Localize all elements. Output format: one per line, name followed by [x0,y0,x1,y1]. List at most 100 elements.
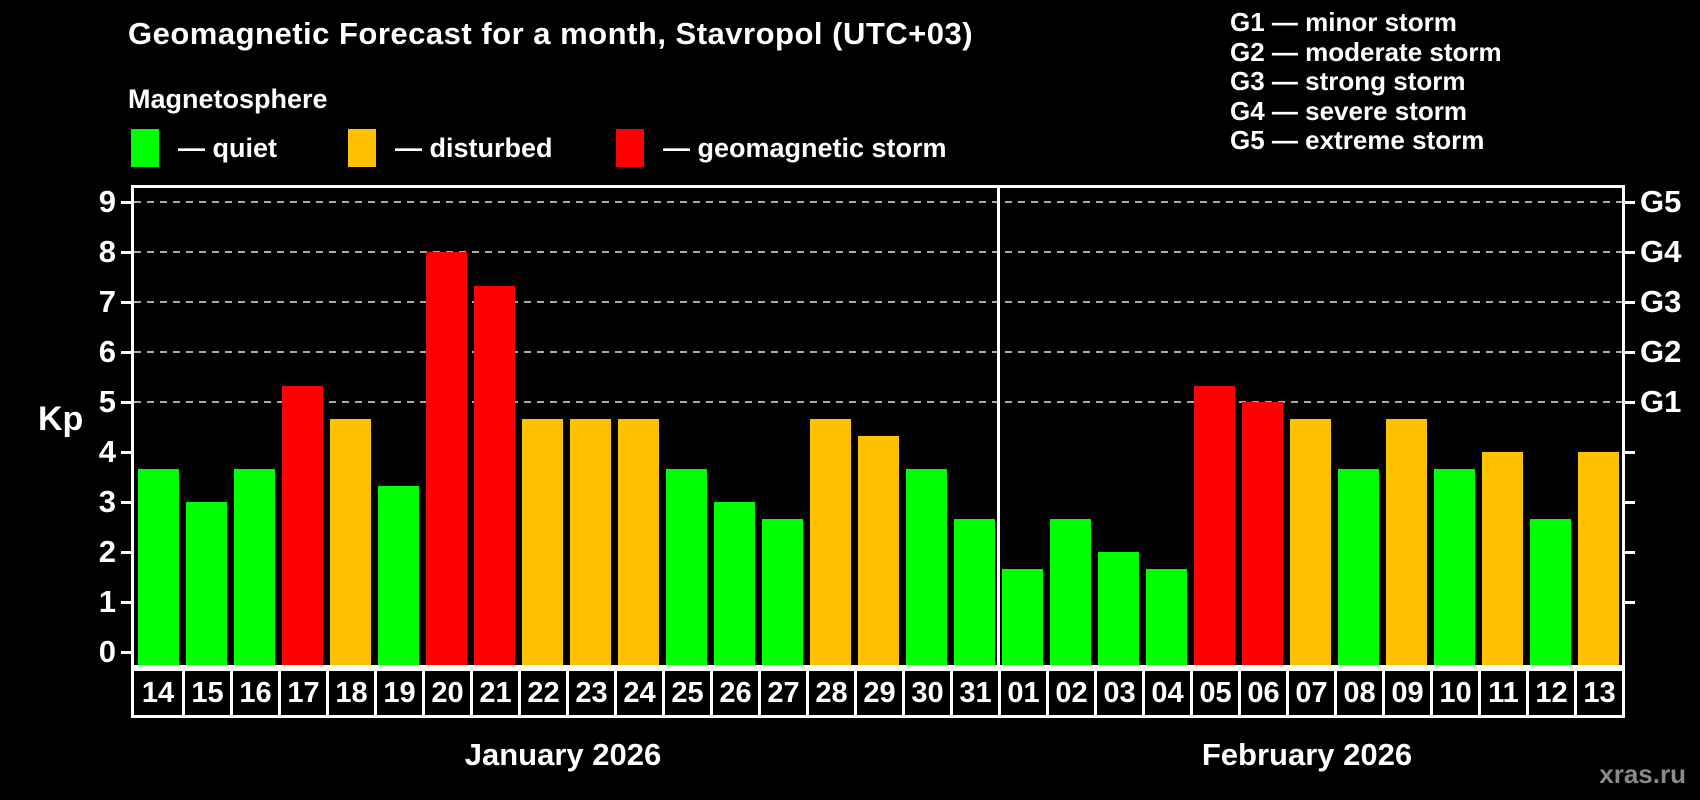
date-cell-02: 02 [1046,671,1094,715]
date-cell-29: 29 [854,671,902,715]
y-axis-tick [121,500,131,504]
kp-bar-day-14 [137,468,179,665]
kp-bar-day-29 [857,435,899,665]
kp-bar-day-24 [617,418,659,665]
kp-bar-day-27 [761,518,803,665]
date-cell-05: 05 [1190,671,1238,715]
right-axis-tick [1625,350,1635,354]
gridline-kp-6 [134,351,1622,353]
y-axis-tick [121,300,131,304]
date-cell-13: 13 [1574,671,1622,715]
y-axis-tick-label: 8 [98,234,116,269]
kp-bar-day-22 [521,418,563,665]
y-axis-tick-label: 3 [98,484,116,519]
date-cell-08: 08 [1334,671,1382,715]
kp-bar-day-03 [1097,552,1139,665]
y-axis-tick-label: 4 [98,434,116,469]
date-cell-30: 30 [902,671,950,715]
date-cell-04: 04 [1142,671,1190,715]
date-cell-14: 14 [134,671,182,715]
y-axis-tick [121,400,131,404]
kp-bar-day-09 [1385,418,1427,665]
kp-bar-day-07 [1289,418,1331,665]
legend-label-storm: — geomagnetic storm [663,132,947,163]
date-cell-12: 12 [1526,671,1574,715]
kp-bar-day-16 [233,468,275,665]
y-axis-tick [121,250,131,254]
date-cell-28: 28 [806,671,854,715]
date-cell-19: 19 [374,671,422,715]
date-cell-27: 27 [758,671,806,715]
right-axis-tick [1625,500,1635,504]
kp-bar-day-20 [425,252,467,665]
kp-bar-day-04 [1145,568,1187,665]
right-axis-tick [1625,600,1635,604]
legend-item-storm: — geomagnetic storm [616,129,947,167]
date-cell-24: 24 [614,671,662,715]
kp-bar-day-15 [185,502,227,665]
kp-bar-day-23 [569,418,611,665]
date-axis-row: 14 15 16 17 18 19 20 21 22 23 24 25 26 27 28 29 30 31 01 02… [131,668,1625,718]
storm-scale-line: G2 — moderate storm [1230,36,1502,67]
kp-bar-day-26 [713,502,755,665]
storm-scale-line: G5 — extreme storm [1230,125,1485,155]
kp-bar-day-02 [1049,518,1091,665]
y-axis-tick-label: 1 [98,584,116,619]
right-axis-label-g3: G3 [1640,284,1682,319]
date-cell-20: 20 [422,671,470,715]
right-axis-tick [1625,250,1635,254]
date-cell-31: 31 [950,671,998,715]
kp-bar-day-21 [473,285,515,665]
right-axis-tick [1625,450,1635,454]
quiet-color-swatch [131,129,159,167]
legend-item-quiet: — quiet [131,129,277,167]
date-cell-16: 16 [230,671,278,715]
kp-bar-day-05 [1193,385,1235,665]
month-separator-line [996,188,1000,665]
right-axis-tick [1625,550,1635,554]
y-axis-tick [121,200,131,204]
kp-bar-day-08 [1337,468,1379,665]
month-label: January 2026 [464,737,662,772]
date-cell-11: 11 [1478,671,1526,715]
month-label: February 2026 [1201,737,1413,772]
y-axis-title: Kp [38,400,84,438]
y-axis-tick-label: 0 [98,634,116,669]
date-cell-10: 10 [1430,671,1478,715]
date-cell-03: 03 [1094,671,1142,715]
right-axis-label-g1: G1 [1640,384,1682,419]
y-axis-tick [121,650,131,654]
gridline-kp-9 [134,201,1622,203]
storm-scale-line: G3 — strong storm [1230,66,1466,96]
kp-bar-day-11 [1481,452,1523,665]
y-axis-tick [121,350,131,354]
watermark: xras.ru [1599,759,1686,789]
kp-bar-day-18 [329,418,371,665]
gridline-kp-8 [134,251,1622,253]
date-cell-09: 09 [1382,671,1430,715]
storm-scale-legend: G1 — minor storm G2 — moderate storm G3 — … [1230,7,1502,156]
page-title: Geomagnetic Forecast for a month, Stavro… [128,16,974,51]
disturbed-color-swatch [348,129,376,167]
kp-bar-day-13 [1577,452,1619,665]
date-cell-17: 17 [278,671,326,715]
kp-bar-day-25 [665,468,707,665]
right-axis-label-g4: G4 [1640,234,1682,269]
right-axis-label-g2: G2 [1640,334,1682,369]
storm-scale-line: G4 — severe storm [1230,95,1468,126]
date-cell-01: 01 [998,671,1046,715]
date-cell-25: 25 [662,671,710,715]
date-cell-21: 21 [470,671,518,715]
legend-label-disturbed: — disturbed [395,132,553,163]
storm-color-swatch [616,129,644,167]
date-cell-15: 15 [182,671,230,715]
legend-label-quiet: — quiet [178,132,277,163]
right-axis-tick [1625,200,1635,204]
gridline-kp-7 [134,301,1622,303]
y-axis-tick-label: 6 [98,334,116,369]
y-axis-tick-label: 2 [98,534,116,569]
y-axis-tick [121,550,131,554]
storm-scale-line: G1 — minor storm [1230,7,1457,37]
date-cell-26: 26 [710,671,758,715]
